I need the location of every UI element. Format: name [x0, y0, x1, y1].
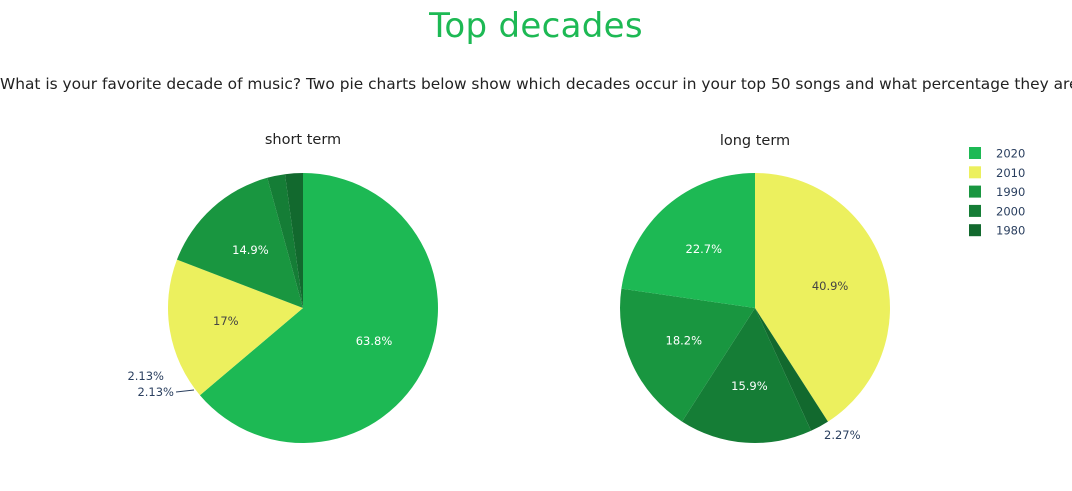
legend-label-1980[interactable]: 1980 [996, 224, 1025, 238]
legend-label-2000[interactable]: 2000 [996, 204, 1025, 218]
legend-swatch-2010[interactable] [969, 166, 981, 179]
legend-label-2020[interactable]: 2020 [996, 147, 1025, 161]
slice-label-2020: 63.8% [356, 334, 393, 348]
pie-title: short term [265, 132, 341, 148]
legend-swatch-1980[interactable] [969, 224, 981, 237]
slice-label-1980: 2.27% [824, 428, 861, 442]
leader-line-1980 [175, 389, 195, 393]
slice-label-2000: 2.13% [127, 369, 164, 383]
pie-slice-2010[interactable] [755, 173, 890, 422]
long-term-pie: long term 40.9% 2.27% 15.9% 18.2% 22.7% [620, 133, 890, 443]
legend-label-1990[interactable]: 1990 [996, 185, 1025, 199]
pie-slice-2010[interactable] [167, 259, 303, 396]
legend-label-2010[interactable]: 2010 [996, 166, 1025, 180]
slice-label-2020: 22.7% [686, 242, 723, 256]
pie-slice-2000[interactable] [267, 174, 303, 308]
pie-slice-2020[interactable] [621, 173, 755, 308]
page-description: What is your favorite decade of music? T… [0, 75, 1072, 93]
short-term-pie: short term 63.8% 17% 14.9% 2.13% 2.13% [127, 132, 438, 443]
slice-label-2010: 17% [213, 314, 239, 328]
decade-legend: 2020 2010 1990 2000 1980 [969, 147, 1025, 238]
pie-slice-1980[interactable] [755, 308, 828, 431]
slice-label-2000: 15.9% [731, 379, 768, 393]
slice-label-1990: 14.9% [232, 243, 269, 257]
legend-swatch-1990[interactable] [969, 185, 981, 198]
slice-label-1980: 2.13% [137, 385, 174, 399]
pie-slice-2000[interactable] [682, 308, 812, 443]
pie-slice-1990[interactable] [176, 177, 303, 308]
legend-swatch-2020[interactable] [969, 147, 981, 159]
pie-slice-2020[interactable] [199, 173, 438, 443]
legend-swatch-2000[interactable] [969, 204, 981, 217]
page-title: Top decades [429, 6, 643, 46]
pie-slice-1980[interactable] [284, 173, 303, 308]
slice-label-1990: 18.2% [666, 334, 703, 348]
pie-slice-1990[interactable] [620, 288, 755, 422]
pie-title: long term [720, 133, 790, 149]
slice-label-2010: 40.9% [812, 279, 849, 293]
